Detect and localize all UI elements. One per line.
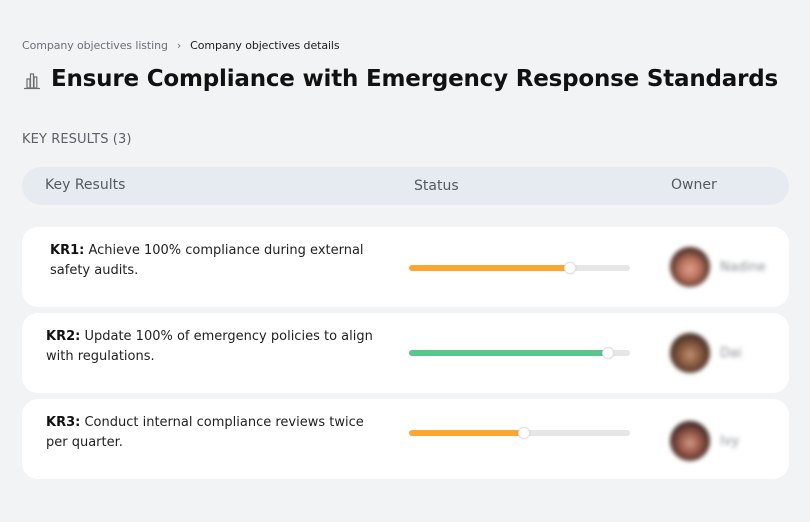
progress-slider[interactable] bbox=[409, 347, 630, 359]
title-row: Ensure Compliance with Emergency Respons… bbox=[22, 66, 778, 92]
progress-slider[interactable] bbox=[409, 262, 630, 274]
avatar bbox=[670, 333, 710, 373]
owner[interactable]: Ivy bbox=[670, 421, 739, 461]
progress-handle[interactable] bbox=[564, 262, 577, 274]
key-result-description: KR2: Update 100% of emergency policies t… bbox=[46, 327, 376, 367]
column-header-status: Status bbox=[414, 178, 459, 194]
key-result-text: Achieve 100% compliance during external … bbox=[50, 243, 364, 278]
progress-fill bbox=[409, 265, 571, 271]
owner[interactable]: Dai bbox=[670, 333, 742, 373]
avatar bbox=[670, 421, 710, 461]
key-result-row[interactable]: KR1: Achieve 100% compliance during exte… bbox=[22, 227, 789, 307]
key-result-text: Update 100% of emergency policies to ali… bbox=[46, 329, 373, 364]
page-title: Ensure Compliance with Emergency Respons… bbox=[51, 66, 778, 92]
key-result-id: KR2: bbox=[46, 329, 81, 344]
column-header-key-results: Key Results bbox=[45, 177, 126, 193]
breadcrumb-current-page: Company objectives details bbox=[190, 39, 340, 52]
key-result-row[interactable]: KR3: Conduct internal compliance reviews… bbox=[22, 399, 789, 479]
key-results-count-label: KEY RESULTS (3) bbox=[22, 132, 132, 147]
key-result-text: Conduct internal compliance reviews twic… bbox=[46, 415, 364, 450]
key-result-id: KR3: bbox=[46, 415, 81, 430]
owner[interactable]: Nadine bbox=[670, 247, 766, 287]
building-chart-icon bbox=[22, 71, 42, 91]
column-header-owner: Owner bbox=[671, 177, 717, 193]
progress-slider[interactable] bbox=[409, 427, 630, 439]
owner-name: Dai bbox=[720, 345, 742, 361]
breadcrumb: Company objectives listing › Company obj… bbox=[22, 39, 340, 52]
progress-fill bbox=[409, 350, 608, 356]
progress-handle[interactable] bbox=[517, 427, 530, 439]
chevron-right-icon: › bbox=[176, 39, 182, 52]
progress-fill bbox=[409, 430, 524, 436]
owner-name: Ivy bbox=[720, 433, 740, 449]
avatar bbox=[670, 247, 710, 287]
key-result-id: KR1: bbox=[50, 243, 85, 258]
breadcrumb-objectives-listing-link[interactable]: Company objectives listing bbox=[22, 39, 168, 52]
key-result-row[interactable]: KR2: Update 100% of emergency policies t… bbox=[22, 313, 789, 393]
progress-handle[interactable] bbox=[601, 347, 614, 359]
key-result-description: KR3: Conduct internal compliance reviews… bbox=[46, 413, 376, 453]
key-result-description: KR1: Achieve 100% compliance during exte… bbox=[50, 241, 380, 281]
key-results-table-header: Key Results Status Owner bbox=[22, 167, 789, 205]
owner-name: Nadine bbox=[720, 259, 766, 275]
